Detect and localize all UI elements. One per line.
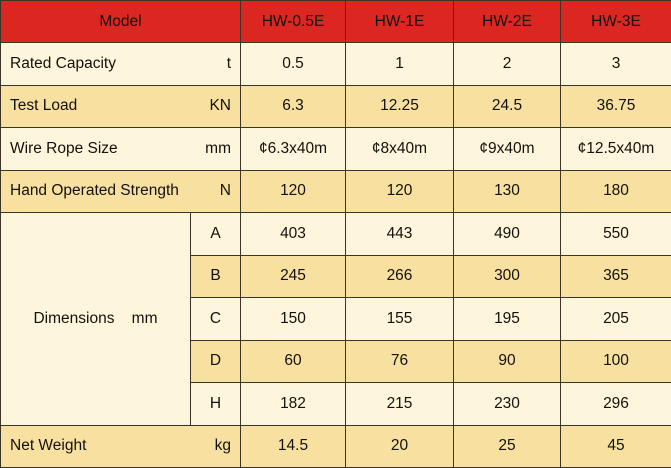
row-label-dimensions: Dimensions mm — [0, 212, 191, 426]
cell-value: 205 — [560, 297, 671, 341]
table-row-dimension-c: C 150 155 195 205 — [1, 297, 671, 341]
header-model-label: Model — [0, 0, 241, 43]
cell-value: 60 — [240, 339, 346, 383]
cell-value: 3 — [560, 42, 671, 86]
table-header-row: Model HW-0.5E HW-1E HW-2E HW-3E — [0, 0, 671, 43]
row-unit: KN — [209, 97, 231, 115]
row-label-rated-capacity: Rated Capacity t — [0, 42, 241, 86]
cell-value: 6.3 — [240, 84, 346, 128]
cell-value: 180 — [560, 169, 671, 213]
cell-value: 443 — [345, 212, 454, 256]
dimension-key-c: C — [190, 297, 241, 341]
table-row-net-weight: Net Weight kg 14.5 20 25 45 — [0, 424, 671, 468]
cell-value: 245 — [240, 254, 346, 298]
cell-value: 490 — [453, 212, 561, 256]
cell-value: 150 — [240, 297, 346, 341]
cell-value: ¢12.5x40m — [560, 127, 671, 171]
cell-value: 120 — [240, 169, 346, 213]
cell-value: 25 — [453, 424, 561, 468]
header-model-hw-3e: HW-3E — [560, 0, 671, 43]
header-model-hw-1e: HW-1E — [345, 0, 454, 43]
row-unit: N — [219, 182, 231, 200]
cell-value: 100 — [560, 339, 671, 383]
header-model-hw-0-5e: HW-0.5E — [240, 0, 346, 43]
cell-value: 130 — [453, 169, 561, 213]
cell-value: 14.5 — [240, 424, 346, 468]
cell-value: 403 — [240, 212, 346, 256]
row-label-hand-operated-strength: Hand Operated Strength N — [0, 169, 241, 213]
dimension-key-h: H — [190, 382, 241, 426]
cell-value: 266 — [345, 254, 454, 298]
table-row-rated-capacity: Rated Capacity t 0.5 1 2 3 — [0, 42, 671, 86]
table-row-dimension-d: D 60 76 90 100 — [1, 339, 671, 383]
cell-value: 20 — [345, 424, 454, 468]
cell-value: 365 — [560, 254, 671, 298]
row-name: Hand Operated Strength — [10, 182, 179, 200]
cell-value: 182 — [240, 382, 346, 426]
cell-value: 230 — [453, 382, 561, 426]
cell-value: 120 — [345, 169, 454, 213]
cell-value: 2 — [453, 42, 561, 86]
row-name: Wire Rope Size — [10, 139, 118, 157]
row-name: Net Weight — [10, 437, 87, 455]
cell-value: 296 — [560, 382, 671, 426]
cell-value: ¢8x40m — [345, 127, 454, 171]
table-row-hand-operated-strength: Hand Operated Strength N 120 120 130 180 — [0, 169, 671, 213]
cell-value: 195 — [453, 297, 561, 341]
cell-value: 300 — [453, 254, 561, 298]
cell-value: 550 — [560, 212, 671, 256]
cell-value: 36.75 — [560, 84, 671, 128]
table-row-dimension-h: H 182 215 230 296 — [1, 382, 671, 426]
table-row-dimension-a: Dimensions mm A 403 443 490 550 — [0, 212, 671, 426]
header-model-hw-2e: HW-2E — [453, 0, 561, 43]
table-row-wire-rope-size: Wire Rope Size mm ¢6.3x40m ¢8x40m ¢9x40m… — [0, 127, 671, 171]
row-unit: kg — [214, 437, 231, 455]
table-row-test-load: Test Load KN 6.3 12.25 24.5 36.75 — [0, 84, 671, 128]
dimensions-label: Dimensions mm — [33, 309, 158, 327]
cell-value: ¢6.3x40m — [240, 127, 346, 171]
table-row-dimension-b: B 245 266 300 365 — [1, 254, 671, 298]
row-label-test-load: Test Load KN — [0, 84, 241, 128]
cell-value: 90 — [453, 339, 561, 383]
cell-value: 45 — [560, 424, 671, 468]
cell-value: 76 — [345, 339, 454, 383]
dimension-key-d: D — [190, 339, 241, 383]
cell-value: 215 — [345, 382, 454, 426]
row-unit: mm — [205, 139, 231, 157]
cell-value: ¢9x40m — [453, 127, 561, 171]
row-name: Test Load — [10, 97, 78, 115]
row-unit: t — [226, 54, 231, 72]
dimension-key-a: A — [190, 212, 241, 256]
cell-value: 1 — [345, 42, 454, 86]
cell-value: 12.25 — [345, 84, 454, 128]
cell-value: 0.5 — [240, 42, 346, 86]
cell-value: 155 — [345, 297, 454, 341]
row-label-wire-rope-size: Wire Rope Size mm — [0, 127, 241, 171]
row-label-net-weight: Net Weight kg — [0, 424, 241, 468]
row-name: Rated Capacity — [10, 54, 116, 72]
dimension-key-b: B — [190, 254, 241, 298]
cell-value: 24.5 — [453, 84, 561, 128]
